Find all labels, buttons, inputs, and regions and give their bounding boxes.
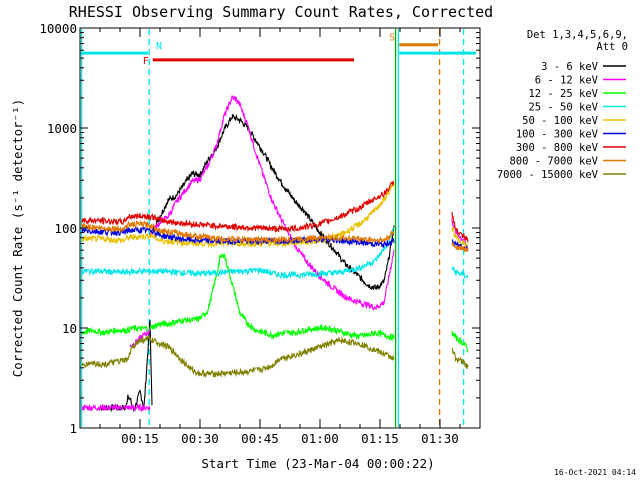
x-tick-label: 00:45 [241, 431, 279, 446]
legend-entry-label: 6 - 12 keV [535, 75, 599, 87]
series-line [81, 402, 151, 413]
y-axis: 1 10 100 1000 10000 [39, 21, 480, 436]
series-line [81, 227, 395, 280]
y-tick-label: 1000 [47, 121, 77, 136]
flag-label: N [156, 41, 162, 52]
x-axis: 00:15 00:30 00:45 01:00 01:15 01:30 [79, 28, 481, 446]
flag-label: S [389, 33, 395, 44]
legend-entry-label: 300 - 800 keV [516, 142, 599, 154]
legend-entry-label: 3 - 6 keV [541, 61, 599, 73]
series-line [81, 335, 395, 379]
y-tick-label: 10 [62, 321, 77, 336]
series-line [451, 226, 469, 248]
flag-label: F [143, 56, 149, 67]
series-line [81, 220, 395, 245]
x-tick-label: 00:30 [181, 431, 219, 446]
series-line [149, 253, 395, 343]
legend: Det 1,3,4,5,6,9, Att 0 3 - 6 keV 6 - 12 k… [497, 29, 628, 181]
x-tick-label: 01:30 [421, 431, 459, 446]
legend-entry-label: 25 - 50 keV [528, 102, 598, 114]
series-line [451, 211, 469, 243]
legend-entry-label: 7000 - 15000 keV [497, 169, 599, 181]
series-line [149, 95, 395, 311]
legend-entry-label: 800 - 7000 keV [509, 156, 598, 168]
series-line [129, 327, 151, 349]
y-tick-label: 1 [69, 421, 77, 436]
x-tick-label: 01:00 [301, 431, 339, 446]
series-line [451, 330, 469, 353]
legend-entry-label: 12 - 25 keV [528, 88, 598, 100]
x-tick-label: 00:15 [121, 431, 159, 446]
series-line [451, 347, 469, 369]
y-tick-label: 100 [54, 221, 77, 236]
legend-entry-label: 100 - 300 keV [516, 129, 599, 141]
series-line [81, 324, 149, 337]
series-line [451, 242, 469, 252]
render-timestamp: 16-Oct-2021 04:14 [554, 468, 636, 477]
x-axis-label: Start Time (23-Mar-04 00:00:22) [201, 456, 434, 471]
legend-entry-label: 50 - 100 keV [522, 115, 599, 127]
series-line [451, 266, 469, 279]
chart-title: RHESSI Observing Summary Count Rates, Co… [69, 3, 493, 21]
legend-title-line-2: Att 0 [596, 41, 628, 53]
y-axis-label: Corrected Count Rate (s⁻¹ detector⁻¹) [10, 99, 25, 377]
legend-title-line-1: Det 1,3,4,5,6,9, [527, 29, 628, 41]
x-tick-label: 01:15 [361, 431, 399, 446]
series-line [81, 180, 395, 234]
y-tick-label: 10000 [39, 21, 77, 36]
plot-area: NF S [80, 29, 476, 427]
